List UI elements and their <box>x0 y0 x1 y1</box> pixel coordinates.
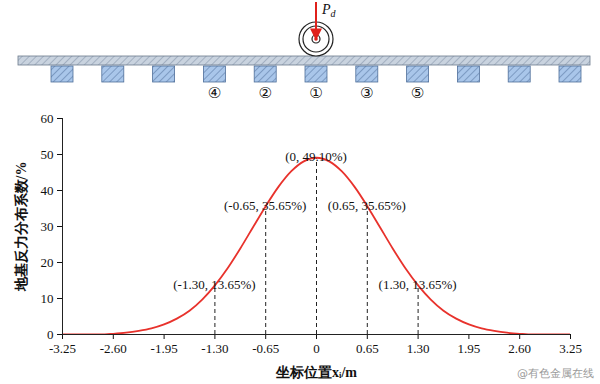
svg-text:20: 20 <box>41 255 54 270</box>
svg-text:1.30: 1.30 <box>407 341 430 356</box>
svg-text:②: ② <box>258 84 271 102</box>
svg-text:地基反力分布系数/%: 地基反力分布系数/% <box>13 162 29 293</box>
svg-text:坐标位置xᵢ/m: 坐标位置xᵢ/m <box>275 365 357 380</box>
svg-text:2.60: 2.60 <box>508 341 531 356</box>
svg-text:-2.60: -2.60 <box>100 341 127 356</box>
svg-text:0: 0 <box>313 341 320 356</box>
svg-text:0.65: 0.65 <box>356 341 379 356</box>
svg-text:1.95: 1.95 <box>458 341 481 356</box>
svg-text:60: 60 <box>41 111 54 126</box>
svg-text:(-0.65, 35.65%): (-0.65, 35.65%) <box>224 198 306 213</box>
svg-text:③: ③ <box>360 84 373 102</box>
svg-text:Pd: Pd <box>321 2 337 19</box>
svg-text:50: 50 <box>41 147 54 162</box>
svg-text:-1.30: -1.30 <box>201 341 228 356</box>
svg-text:10: 10 <box>41 291 54 306</box>
svg-text:⑤: ⑤ <box>411 84 424 102</box>
svg-text:-0.65: -0.65 <box>252 341 279 356</box>
svg-text:-1.95: -1.95 <box>151 341 178 356</box>
svg-text:0: 0 <box>47 327 54 342</box>
svg-text:①: ① <box>309 84 322 102</box>
svg-text:40: 40 <box>41 183 54 198</box>
html-text:@有色金属在线: @有色金属在线 <box>517 367 594 380</box>
svg-text:(0.65, 35.65%): (0.65, 35.65%) <box>328 198 406 213</box>
svg-text:3.25: 3.25 <box>559 341 582 356</box>
svg-text:30: 30 <box>41 219 54 234</box>
svg-text:④: ④ <box>208 84 221 102</box>
svg-text:(0, 49.10%): (0, 49.10%) <box>285 149 347 164</box>
svg-text:-3.25: -3.25 <box>49 341 76 356</box>
svg-text:(-1.30, 13.65%): (-1.30, 13.65%) <box>173 277 255 292</box>
svg-text:(1.30, 13.65%): (1.30, 13.65%) <box>379 277 457 292</box>
